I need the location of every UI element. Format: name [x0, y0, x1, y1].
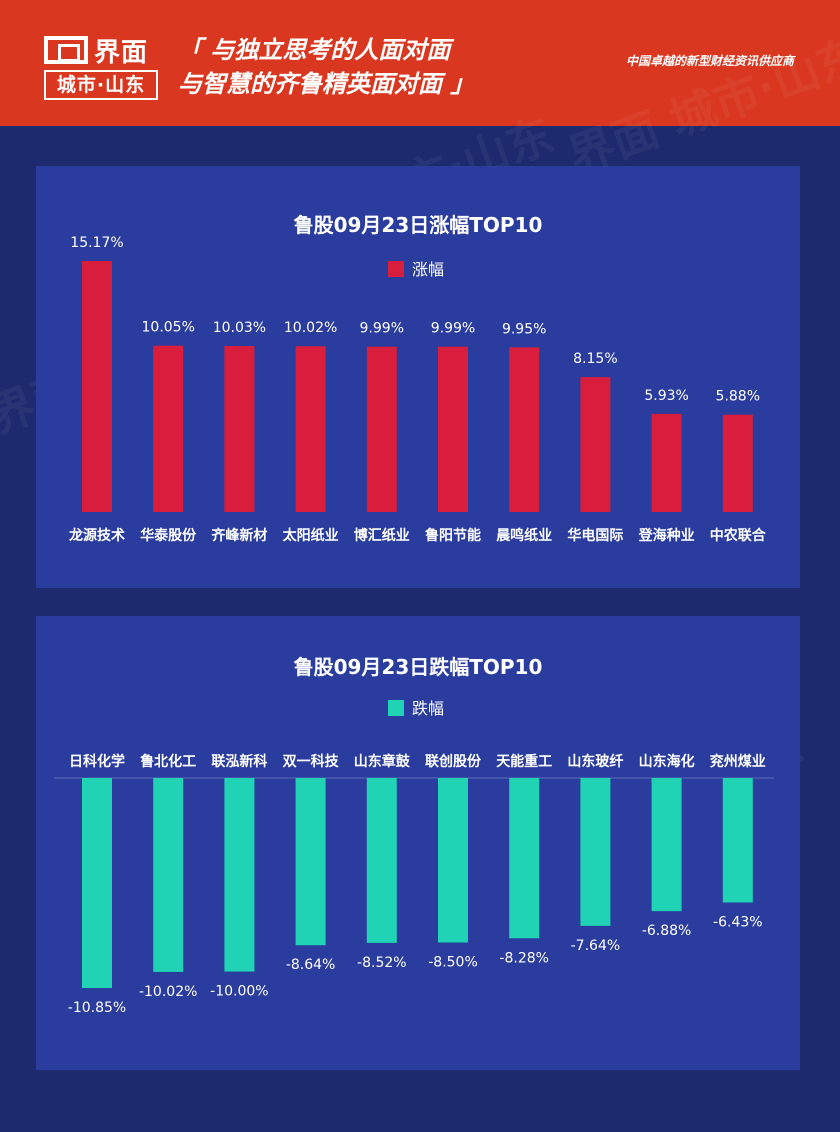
value-label: -7.64% — [571, 938, 621, 954]
slogan-line-1: 「 与独立思考的人面对面 — [178, 36, 451, 64]
category-label: 兖州煤业 — [710, 753, 766, 770]
gain-bar — [82, 261, 112, 512]
gain-bar — [651, 413, 682, 512]
category-label: 山东章鼓 — [354, 753, 411, 770]
logo-word: 界面 — [94, 37, 149, 68]
value-label: -8.28% — [499, 950, 549, 966]
gain-bar — [153, 345, 184, 512]
logo-subtitle: 城市·山东 — [44, 70, 158, 100]
loss-bar — [224, 778, 255, 972]
chart-title: 鲁股09月23日跌幅TOP10 — [294, 655, 543, 679]
category-label: 太阳纸业 — [283, 527, 339, 544]
category-label: 博汇纸业 — [354, 527, 410, 544]
category-label: 登海种业 — [638, 527, 695, 544]
gain-bar — [509, 347, 540, 512]
slogan-line-2: 与智慧的齐鲁精英面对面 」 — [178, 70, 475, 98]
value-label: 9.95% — [502, 321, 546, 337]
header-banner: 界面 城市·山东 「 与独立思考的人面对面 与智慧的齐鲁精英面对面 」 中国卓越… — [0, 0, 840, 126]
value-label: -8.50% — [428, 955, 478, 971]
loss-bar — [722, 778, 753, 903]
legend-swatch — [388, 261, 404, 277]
value-label: -6.43% — [713, 914, 763, 930]
value-label: 10.05% — [142, 320, 195, 336]
loss-bar — [438, 778, 468, 943]
losers-chart-panel: 鲁股09月23日跌幅TOP10 跌幅 -10.85% 日科化学 -10.02% 鲁北化… — [36, 616, 800, 1070]
value-label: -6.88% — [642, 923, 692, 939]
chart-title: 鲁股09月23日涨幅TOP10 — [294, 213, 543, 237]
loss-bar — [82, 778, 112, 988]
value-label: -8.64% — [286, 957, 336, 973]
category-label: 晨鸣纸业 — [496, 527, 552, 544]
gain-bar — [722, 414, 753, 512]
legend-label: 涨幅 — [412, 260, 444, 279]
category-label: 联创股份 — [425, 753, 482, 770]
gain-bar — [224, 346, 255, 512]
category-label: 华泰股份 — [140, 527, 197, 544]
category-label: 双一科技 — [283, 753, 340, 770]
category-label: 龙源技术 — [68, 527, 125, 544]
gain-bar — [438, 346, 468, 512]
loss-bar — [153, 778, 184, 972]
category-label: 中农联合 — [710, 527, 767, 544]
category-label: 齐峰新材 — [211, 527, 267, 544]
value-label: 9.99% — [360, 321, 404, 337]
loss-bar — [366, 778, 397, 943]
loss-bar — [651, 778, 682, 912]
category-label: 日科化学 — [69, 753, 125, 770]
value-label: 5.93% — [644, 388, 688, 404]
gain-bar — [580, 377, 611, 512]
category-label: 鲁北化工 — [139, 753, 196, 770]
loss-bar — [509, 778, 540, 939]
logo-mark-icon — [44, 36, 88, 64]
value-label: 10.02% — [284, 320, 337, 336]
gain-bar — [366, 346, 397, 512]
tagline: 中国卓越的新型财经资讯供应商 — [625, 54, 794, 68]
loss-bar — [295, 778, 326, 946]
category-label: 鲁阳节能 — [424, 527, 481, 544]
loss-bar — [580, 778, 611, 926]
category-label: 联泓新科 — [211, 753, 267, 770]
value-label: 9.99% — [431, 321, 475, 337]
value-label: -8.52% — [357, 955, 407, 971]
gain-bar — [295, 346, 326, 512]
value-label: 15.17% — [70, 235, 123, 251]
gainers-chart-panel: 鲁股09月23日涨幅TOP10 涨幅 15.17% 龙源技术 10.05% 华泰股份 1… — [36, 166, 800, 588]
value-label: 5.88% — [716, 389, 760, 405]
category-label: 华电国际 — [567, 527, 623, 544]
value-label: 8.15% — [573, 351, 617, 367]
category-label: 天能重工 — [496, 753, 552, 770]
category-label: 山东海化 — [639, 753, 695, 770]
category-label: 山东玻纤 — [567, 753, 623, 770]
value-label: -10.02% — [139, 984, 197, 1000]
losers-chart: 鲁股09月23日跌幅TOP10 跌幅 -10.85% 日科化学 -10.02% 鲁北化… — [54, 655, 774, 1016]
value-label: -10.00% — [210, 984, 268, 1000]
brand-logo: 界面 城市·山东 — [44, 34, 158, 100]
value-label: -10.85% — [68, 1000, 126, 1016]
value-label: 10.03% — [213, 320, 266, 336]
legend-swatch — [388, 700, 404, 716]
gainers-chart: 鲁股09月23日涨幅TOP10 涨幅 15.17% 龙源技术 10.05% 华泰股份 1… — [68, 213, 767, 544]
legend-label: 跌幅 — [412, 699, 444, 718]
